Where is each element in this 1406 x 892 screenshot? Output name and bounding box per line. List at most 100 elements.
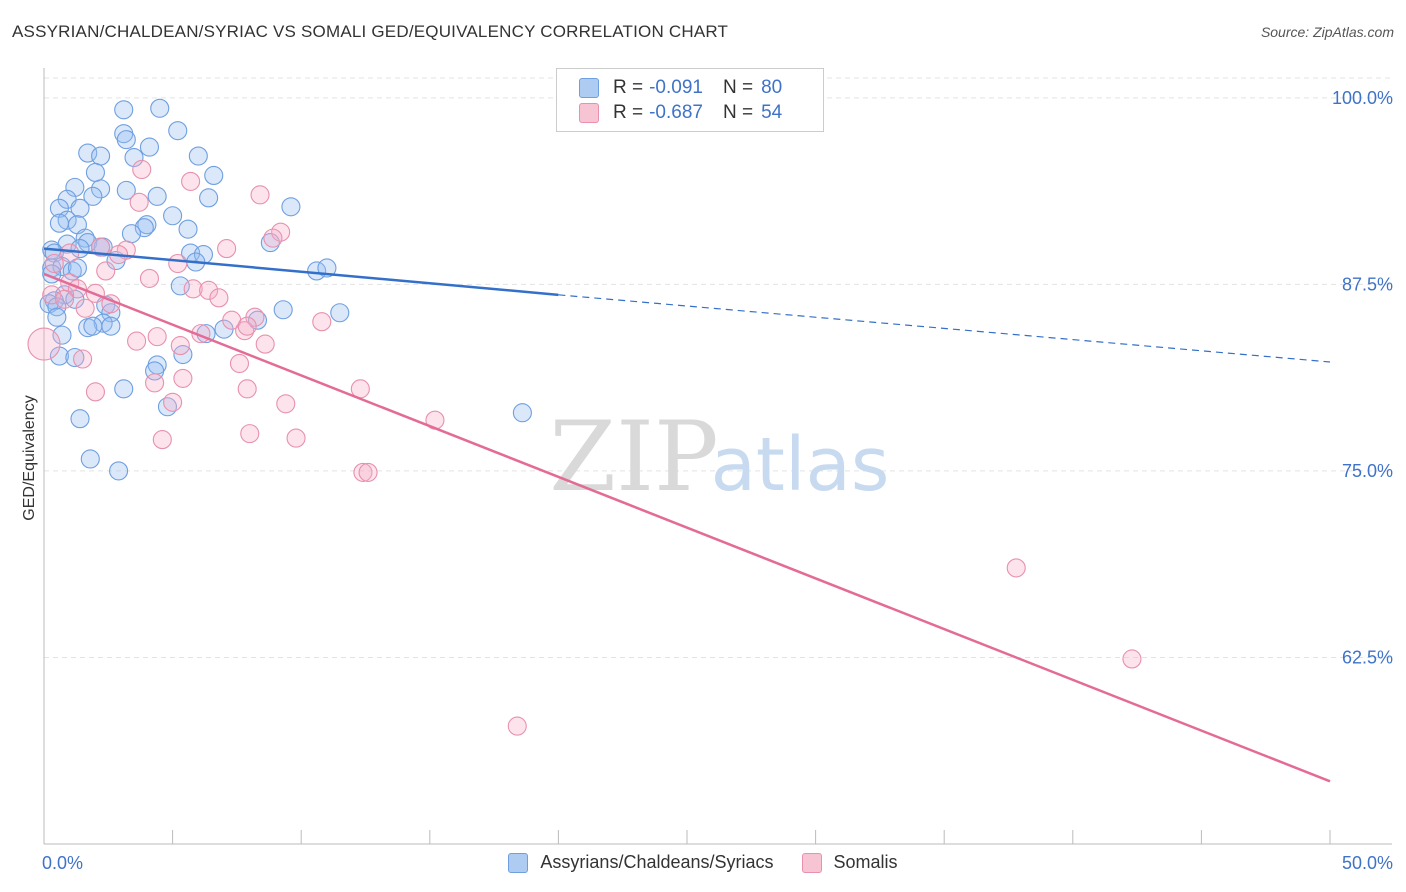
- point-assyrians: [137, 215, 157, 235]
- x-tick-min: 0.0%: [42, 853, 84, 873]
- point-somalis: [129, 192, 149, 212]
- x-tick-max: 50.0%: [1341, 853, 1393, 873]
- point-assyrians: [57, 210, 77, 230]
- point-assyrians: [85, 162, 105, 183]
- legend-row-assyrians: R = -0.091 N = 80: [579, 75, 782, 101]
- point-assyrians: [247, 310, 268, 330]
- y-tick-label: 100.0%: [1332, 88, 1393, 108]
- point-somalis: [183, 279, 203, 299]
- trend-line-assyrians: [43, 247, 559, 297]
- point-assyrians: [91, 179, 111, 199]
- point-somalis: [139, 268, 160, 288]
- legend-row-somalis: R = -0.687 N = 54: [579, 100, 782, 126]
- point-somalis: [353, 462, 373, 482]
- trend-lines: [43, 247, 1331, 783]
- point-assyrians: [150, 98, 170, 118]
- point-assyrians: [273, 300, 293, 320]
- watermark-atlas: atlas: [711, 422, 890, 508]
- point-somalis: [229, 353, 250, 374]
- point-assyrians: [109, 461, 129, 481]
- point-assyrians: [47, 297, 67, 317]
- point-assyrians: [178, 219, 198, 239]
- stats-legend: R = -0.091 N = 80 R = -0.687 N = 54: [556, 68, 824, 132]
- point-somalis: [199, 280, 219, 300]
- source-label: Source: ZipAtlas.com: [1260, 24, 1394, 40]
- watermark-zip: ZIP: [549, 401, 718, 513]
- point-somalis: [217, 239, 237, 259]
- point-somalis: [170, 336, 190, 356]
- point-assyrians: [188, 146, 208, 166]
- point-somalis: [181, 171, 201, 191]
- legend-item-somalis[interactable]: Somalis: [801, 852, 898, 873]
- point-somalis: [255, 334, 275, 354]
- y-tick-label: 87.5%: [1342, 274, 1393, 294]
- legend-r-label: R =: [613, 77, 644, 98]
- point-assyrians: [168, 121, 188, 141]
- point-assyrians: [65, 347, 85, 368]
- point-somalis: [173, 368, 193, 388]
- chart-title: ASSYRIAN/CHALDEAN/SYRIAC VS SOMALI GED/E…: [12, 22, 729, 41]
- y-tick-label: 75.0%: [1342, 461, 1393, 481]
- legend-swatch-pink: [801, 852, 822, 873]
- point-assyrians: [114, 379, 134, 399]
- point-somalis: [507, 716, 527, 736]
- legend-r-value: -0.687: [649, 102, 703, 123]
- point-assyrians: [83, 316, 103, 336]
- legend-label-somalis: Somalis: [833, 852, 898, 872]
- point-assyrians: [91, 146, 111, 166]
- point-somalis: [145, 373, 165, 393]
- point-somalis: [44, 253, 64, 274]
- point-assyrians: [80, 449, 100, 469]
- point-somalis: [73, 349, 93, 369]
- point-somalis: [132, 159, 152, 180]
- legend-n-label: N =: [722, 102, 754, 123]
- legend-swatch-blue: [508, 852, 529, 873]
- point-assyrians: [116, 180, 136, 200]
- point-assyrians: [204, 165, 224, 185]
- point-assyrians: [199, 188, 219, 208]
- point-somalis: [271, 222, 291, 242]
- point-assyrians: [83, 186, 103, 206]
- y-tick-label: 62.5%: [1342, 647, 1393, 667]
- legend-swatch-blue: [579, 78, 599, 98]
- point-somalis: [1122, 649, 1142, 669]
- point-assyrians: [49, 213, 69, 233]
- point-assyrians: [512, 403, 532, 423]
- point-assyrians: [47, 307, 67, 327]
- point-somalis: [237, 379, 257, 399]
- legend-item-assyrians[interactable]: Assyrians/Chaldeans/Syriacs: [508, 852, 774, 873]
- point-assyrians: [116, 130, 136, 150]
- point-assyrians: [281, 197, 301, 217]
- point-assyrians: [65, 177, 85, 197]
- watermark: ZIP atlas: [549, 401, 889, 513]
- y-axis-label: GED/Equivalency: [21, 395, 38, 521]
- point-assyrians: [330, 303, 350, 323]
- point-somalis: [27, 327, 61, 361]
- point-somalis: [85, 382, 105, 402]
- point-assyrians: [101, 316, 121, 336]
- legend-r-label: R =: [613, 102, 644, 123]
- legend-n-label: N =: [722, 77, 754, 98]
- legend-n-value: 80: [761, 77, 783, 98]
- point-assyrians: [139, 137, 160, 157]
- point-assyrians: [147, 186, 167, 206]
- point-somalis: [75, 298, 95, 318]
- point-somalis: [1006, 558, 1026, 578]
- point-somalis: [163, 392, 183, 412]
- point-somalis: [358, 462, 378, 482]
- point-assyrians: [121, 224, 141, 244]
- point-somalis: [55, 289, 75, 309]
- point-somalis: [263, 228, 283, 248]
- legend-label-assyrians: Assyrians/Chaldeans/Syriacs: [540, 852, 774, 872]
- point-assyrians: [114, 100, 134, 120]
- trend-line-somalis: [43, 272, 1331, 783]
- legend-r-value: -0.091: [649, 77, 703, 98]
- point-somalis: [240, 424, 260, 444]
- point-somalis: [152, 430, 172, 450]
- point-somalis: [250, 185, 270, 205]
- point-somalis: [168, 253, 188, 274]
- series-assyrians-points: [39, 98, 532, 481]
- point-assyrians: [52, 325, 72, 345]
- point-assyrians: [163, 206, 183, 226]
